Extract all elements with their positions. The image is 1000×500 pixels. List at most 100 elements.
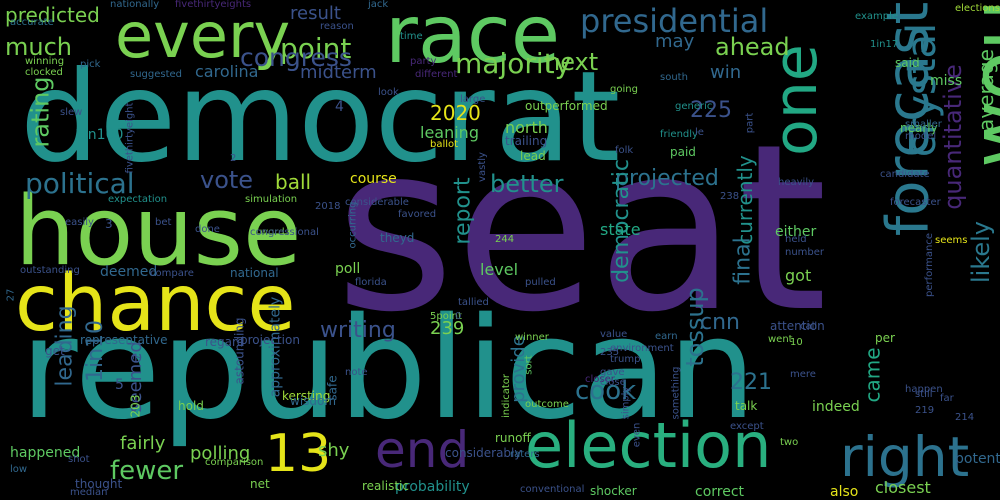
word: result [290, 3, 341, 24]
word: trailing [505, 134, 548, 148]
word: earn [655, 331, 678, 342]
word: nearly [900, 121, 938, 135]
word: reason [320, 21, 354, 32]
word: 235 [600, 347, 620, 358]
word: 225 [690, 98, 732, 123]
word: congress [240, 43, 352, 72]
word: regard [205, 335, 245, 349]
word: win [710, 62, 742, 83]
word: heavily [778, 177, 815, 188]
word: majority [455, 47, 572, 80]
word: le [695, 127, 704, 138]
word: party [410, 56, 437, 67]
word: clocked [25, 67, 63, 78]
word: attention [770, 319, 825, 333]
word: even [631, 422, 643, 448]
word: seems [935, 235, 968, 246]
word: realistic [362, 479, 409, 493]
word: vote [200, 166, 254, 194]
word: mere [790, 369, 816, 380]
word: probability [395, 479, 470, 495]
word: environment [610, 343, 674, 354]
word: number [785, 247, 825, 258]
word: miss [930, 73, 963, 89]
word: correct [695, 484, 745, 500]
word: got [785, 266, 812, 285]
word: also [830, 484, 859, 500]
word: considerable [345, 197, 409, 208]
word: pulled [525, 277, 556, 288]
word: 214 [955, 412, 975, 423]
word: every [115, 0, 291, 72]
word: north [505, 118, 548, 137]
word: 1in10 [83, 319, 109, 383]
word: suggested [130, 69, 183, 80]
word: considerably [445, 446, 522, 460]
word: runoff [495, 431, 531, 445]
word: fivethirtyeights [175, 0, 252, 10]
word: average [973, 49, 998, 131]
word: writing [320, 318, 396, 343]
word: low [10, 464, 28, 475]
word: 3 [105, 217, 113, 231]
word: jack [368, 0, 389, 10]
word: 244 [495, 234, 515, 245]
word: deemed [100, 264, 158, 280]
word: elections [955, 3, 1000, 14]
word: accurate [10, 17, 54, 28]
word: thought [75, 477, 123, 491]
word: projection [240, 333, 300, 347]
word: 13 [265, 424, 332, 484]
word: shy [318, 440, 350, 461]
word: 5point [430, 311, 462, 322]
word: conventional [520, 484, 585, 495]
word: indeed [812, 399, 860, 415]
word: word [260, 227, 285, 238]
word: cook [575, 376, 637, 406]
word: slew [60, 107, 83, 118]
word: point [280, 32, 352, 65]
word: republican [20, 288, 757, 451]
word: either [775, 224, 817, 240]
word: ballot [430, 139, 459, 150]
word: going [610, 84, 638, 95]
word: right [840, 425, 970, 489]
word: net [250, 477, 270, 491]
word: closer [585, 374, 615, 385]
word: congressional [250, 227, 319, 238]
word: end [375, 421, 470, 479]
word: florida [355, 277, 387, 288]
word: democrat [20, 45, 621, 190]
word: 0 [455, 311, 462, 322]
word: said [895, 56, 920, 70]
word: 27 [5, 288, 17, 302]
word: smaller [905, 119, 942, 130]
word: much [5, 33, 72, 61]
word: get [45, 344, 65, 358]
word: presidential [580, 2, 769, 40]
word: outstanding [20, 265, 80, 276]
word: easily [65, 217, 94, 228]
word: held [785, 234, 807, 245]
word: lead [520, 149, 546, 163]
word: part [744, 112, 756, 134]
word: outperformed [525, 99, 608, 113]
word: bet [155, 217, 172, 228]
word: closest [875, 478, 931, 497]
word: far [940, 393, 954, 404]
word: talk [735, 399, 758, 413]
word: predicted [5, 3, 100, 27]
word: something [670, 366, 682, 420]
word: national [230, 266, 279, 280]
word: friendly [660, 129, 698, 140]
word: except [730, 421, 764, 432]
word: kersting [282, 389, 331, 403]
word: 2 [230, 153, 237, 164]
word: 219 [915, 405, 935, 416]
word: 1in100 [75, 127, 124, 143]
word: came [860, 347, 885, 403]
word: comparison [205, 457, 264, 468]
word: cnn [700, 310, 740, 335]
word: 1in17 [870, 39, 899, 50]
word: close [600, 377, 626, 388]
